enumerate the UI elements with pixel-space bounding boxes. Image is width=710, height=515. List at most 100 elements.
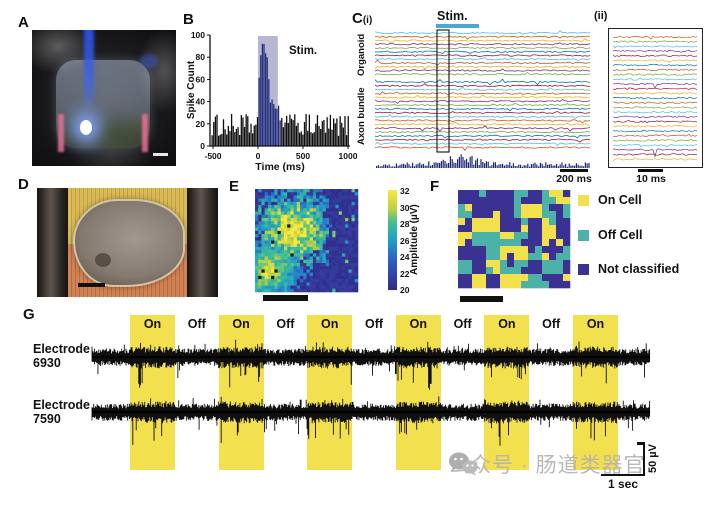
colorbar-tick-label: 20 — [400, 285, 410, 295]
device-photo — [32, 30, 176, 166]
stim-period-bar — [436, 24, 479, 28]
off-cell-label: Off Cell — [598, 227, 643, 242]
panel-label-f: F — [430, 178, 440, 195]
vscale-top-tick — [637, 442, 645, 445]
panel-label-d: D — [18, 176, 29, 193]
multichannel-raster — [374, 29, 591, 168]
group-label-organoid: Organoid — [356, 33, 367, 77]
organoid-chamber — [56, 60, 150, 152]
stim-label-c: Stim. — [437, 9, 468, 23]
y-tick-label: 0 — [200, 141, 205, 151]
legend-item-not-classified: Not classified — [578, 262, 684, 277]
classification-heatmap — [458, 190, 571, 289]
timebar-200ms — [560, 169, 588, 172]
zoom-box — [608, 28, 703, 168]
panel-label-c: C(i) — [352, 10, 373, 27]
colorbar-tick-label: 22 — [400, 268, 410, 279]
not-classified-label: Not classified — [598, 262, 680, 276]
y-tick-label: 20 — [196, 119, 206, 129]
watermark-text: 公众号 · 肠道类器官 — [448, 454, 646, 477]
on-label: On — [232, 317, 250, 331]
electrode-strip-right — [142, 114, 148, 152]
hscale-label: 1 sec — [607, 477, 639, 491]
wechat-icon — [449, 452, 478, 476]
legend-item-off-cell: Off Cell — [578, 227, 684, 243]
off-label: Off — [453, 317, 472, 331]
off-cell-swatch — [578, 229, 589, 241]
stimulation-glow — [80, 120, 92, 135]
hscale-bar — [601, 473, 645, 476]
colorbar — [388, 190, 397, 290]
heatmap-scale-bar — [263, 295, 308, 301]
legend-item-on-cell: On Cell — [578, 193, 684, 208]
light-beam — [84, 30, 94, 106]
x-tick-label: 0 — [256, 151, 261, 161]
x-tick-label: 1000 — [339, 151, 358, 161]
panel-label-a: A — [18, 14, 29, 31]
stim-on-band — [218, 315, 264, 470]
on-label: On — [498, 317, 516, 331]
panel-label-e: E — [229, 178, 240, 195]
panel-label-b: B — [183, 11, 194, 28]
x-axis-label: Time (ms) — [255, 161, 304, 173]
classification-legend: On Cell Off Cell Not classified — [578, 193, 684, 298]
on-label: On — [321, 317, 339, 331]
on-cell-swatch — [578, 195, 589, 207]
timebar-10ms — [638, 169, 663, 172]
tissue-dark-spot — [95, 253, 111, 267]
on-label: On — [586, 317, 605, 331]
colorbar-tick-label: 32 — [400, 186, 410, 196]
vscale-label: 50 µV — [647, 444, 659, 474]
vscale-bar — [642, 442, 645, 476]
x-tick-label: 500 — [296, 151, 310, 161]
colorbar-label: Amplitude (µV) — [409, 204, 420, 276]
on-label: On — [143, 317, 162, 331]
off-label: Off — [276, 317, 295, 331]
colorbar-tick-label: 24 — [400, 252, 410, 262]
stim-on-band — [307, 315, 353, 470]
off-label: Off — [364, 317, 384, 331]
watermark: 公众号 · 肠道类器官 — [448, 449, 646, 479]
colorbar-tick-label: 28 — [400, 219, 410, 229]
electrode-6930-label-line1: Electrode — [33, 342, 90, 356]
y-tick-label: 40 — [196, 97, 206, 107]
on-label: On — [409, 317, 427, 331]
on-cell-label: On Cell — [598, 193, 642, 207]
colorbar-tick-label: 26 — [400, 235, 410, 246]
colorbar-tick-label: 30 — [400, 202, 410, 213]
off-label: Off — [542, 317, 561, 331]
y-tick-label: 100 — [191, 30, 205, 40]
y-tick-label: 80 — [196, 52, 206, 62]
stim-on-band — [395, 315, 441, 470]
electrode-6930-label-line2: 6930 — [33, 356, 61, 370]
photo-scale-bar — [78, 283, 105, 287]
y-axis-label: Spike Count — [186, 60, 197, 119]
x-tick-label: -500 — [204, 151, 221, 161]
panel-label-g: G — [23, 306, 35, 323]
reflection-blob — [140, 54, 158, 68]
electrode-7590-label-line1: Electrode — [33, 398, 90, 412]
off-label: Off — [187, 317, 206, 331]
zoom-traces — [612, 35, 698, 161]
stim-annotation: Stim. — [289, 45, 317, 57]
stim-on-band — [573, 315, 618, 470]
timebar-10ms-label: 10 ms — [636, 173, 666, 185]
organoid-tissue — [73, 199, 185, 287]
organoid-on-array-photo — [37, 188, 218, 297]
panel-label-c-ii: (ii) — [594, 10, 608, 22]
y-tick-label: 60 — [196, 74, 206, 84]
electrode-7590-label-line2: 7590 — [33, 412, 61, 426]
timebar-200ms-label: 200 ms — [556, 173, 592, 185]
electrode-strip-left — [58, 114, 64, 152]
anchor-post-left — [37, 188, 68, 297]
group-label-axon-bundle: Axon bundle — [356, 87, 367, 145]
amplitude-heatmap — [255, 189, 359, 293]
anchor-post-right — [187, 188, 218, 297]
not-classified-swatch — [578, 264, 589, 276]
stim-on-band — [484, 315, 530, 470]
stim-on-band — [130, 315, 175, 470]
voltage-traces — [91, 339, 651, 446]
heatmap-scale-bar — [460, 296, 503, 302]
